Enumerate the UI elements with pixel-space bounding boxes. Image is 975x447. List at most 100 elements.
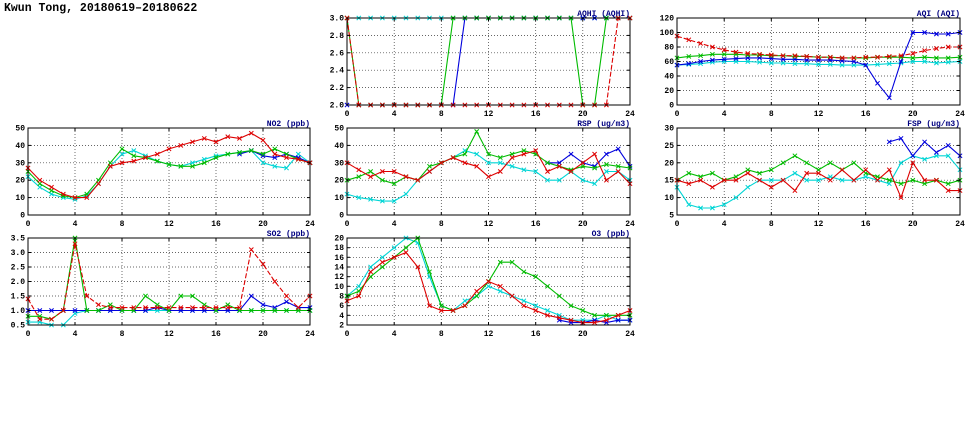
- axis-ticks: 0 4 8 12 16 20 24 0 10 20 30 40 50: [334, 125, 635, 230]
- y-tick-label: 20: [334, 177, 344, 186]
- plot-border: [346, 17, 631, 106]
- chart-title-o3: O3 (ppb): [592, 230, 630, 239]
- y-tick-label: 2.4: [330, 67, 345, 76]
- gridlines: [677, 128, 960, 215]
- chart-aqi: 0 4 8 12 16 20 24 0 20 40 60 80 100 120 AQI (AQI): [647, 8, 965, 127]
- x-tick-label: 20: [578, 220, 588, 229]
- x-tick-label: 16: [211, 330, 221, 339]
- chart-title-rsp: RSP (ug/m3): [577, 120, 630, 129]
- y-tick-label: 18: [334, 244, 344, 253]
- axis-ticks: 0 4 8 12 16 20 24 0 20 40 60 80 100 120: [660, 15, 965, 120]
- x-tick-label: 12: [814, 220, 824, 229]
- series-red-markers: [25, 130, 313, 201]
- x-tick-label: 4: [722, 110, 727, 119]
- axis-ticks: 0 4 8 12 16 20 24 0 10 20 30 40 50: [15, 125, 315, 230]
- y-tick-label: 4: [339, 312, 344, 321]
- y-tick-label: 1.5: [11, 293, 26, 302]
- x-tick-label: 12: [484, 330, 494, 339]
- y-tick-label: 50: [334, 125, 344, 134]
- series-blue-markers: [674, 30, 963, 101]
- page-title: Kwun Tong, 20180619–20180622: [4, 2, 198, 15]
- x-tick-label: 16: [531, 220, 541, 229]
- x-tick-label: 24: [625, 330, 635, 339]
- y-tick-label: 2.0: [330, 102, 345, 111]
- chart-so2-svg: 0 4 8 12 16 20 24 0.5 1.0 1.5 2.0 2.5 3.0 3.5 SO2 (ppb…: [11, 230, 315, 339]
- y-tick-label: 20: [664, 159, 674, 168]
- x-tick-label: 16: [531, 330, 541, 339]
- chart-o3: 0 4 8 12 16 20 24 2 4 6 8 10 12 14 16 18 20 O3 (ppb): [317, 228, 635, 347]
- chart-title-fsp: FSP (ug/m3): [907, 120, 960, 129]
- chart-so2: 0 4 8 12 16 20 24 0.5 1.0 1.5 2.0 2.5 3.0 3.5 SO2 (ppb…: [0, 228, 315, 347]
- y-tick-label: 40: [15, 142, 25, 151]
- y-tick-label: 80: [664, 44, 674, 53]
- x-tick-label: 4: [722, 220, 727, 229]
- x-tick-label: 12: [484, 110, 494, 119]
- x-tick-label: 8: [439, 220, 444, 229]
- series-cyan-markers: [344, 235, 633, 323]
- series-red-line: [346, 17, 630, 106]
- y-tick-label: 0.5: [11, 322, 26, 331]
- y-tick-label: 16: [334, 254, 344, 263]
- series-blue-line: [347, 17, 630, 106]
- y-tick-label: 2.2: [330, 84, 345, 93]
- x-tick-label: 0: [345, 330, 350, 339]
- x-tick-label: 16: [861, 220, 871, 229]
- x-tick-label: 0: [345, 110, 350, 119]
- y-tick-label: 30: [15, 159, 25, 168]
- y-tick-label: 60: [664, 58, 674, 67]
- y-tick-label: 14: [334, 264, 344, 273]
- chart-title-aqhi: AQHI (AQHI): [577, 10, 630, 19]
- chart-aqhi-svg: 0 4 8 12 16 20 24 2.0 2.2 2.4 2.6 2.8 3.0 AQHI (AQHI): [330, 10, 635, 120]
- chart-title-aqi: AQI (AQI): [917, 10, 960, 19]
- y-tick-label: 50: [15, 125, 25, 134]
- y-tick-label: 2.0: [11, 278, 26, 287]
- y-tick-label: 3.0: [330, 15, 345, 24]
- gridlines: [347, 18, 630, 105]
- x-tick-label: 12: [484, 220, 494, 229]
- x-tick-label: 24: [305, 220, 315, 229]
- x-tick-label: 4: [392, 220, 397, 229]
- series-green-markers: [674, 51, 963, 61]
- chart-title-no2: NO2 (ppb): [267, 120, 310, 129]
- x-tick-label: 0: [675, 220, 680, 229]
- x-tick-label: 20: [578, 330, 588, 339]
- x-tick-label: 24: [955, 220, 965, 229]
- gridlines: [28, 128, 310, 215]
- x-tick-label: 0: [26, 220, 31, 229]
- y-tick-label: 100: [660, 29, 675, 38]
- chart-no2-svg: 0 4 8 12 16 20 24 0 10 20 30 40 50 NO2 (ppb): [15, 120, 315, 230]
- x-tick-label: 4: [392, 110, 397, 119]
- y-tick-label: 3.5: [11, 235, 26, 244]
- y-tick-label: 20: [334, 235, 344, 244]
- series-green-line: [346, 130, 631, 185]
- x-tick-label: 24: [625, 220, 635, 229]
- y-tick-label: 0: [20, 212, 25, 221]
- x-tick-label: 16: [861, 110, 871, 119]
- y-tick-label: 25: [664, 142, 674, 151]
- y-tick-label: 0: [669, 102, 674, 111]
- chart-fsp-svg: 0 4 8 12 16 20 24 5 10 15 20 25 30 FSP (ug/m3): [664, 120, 965, 229]
- y-tick-label: 120: [660, 15, 675, 24]
- y-tick-label: 0: [339, 212, 344, 221]
- x-tick-label: 8: [769, 110, 774, 119]
- x-tick-label: 4: [392, 330, 397, 339]
- x-tick-label: 4: [73, 220, 78, 229]
- series-group: [25, 130, 313, 202]
- x-tick-label: 0: [26, 330, 31, 339]
- x-tick-label: 12: [164, 330, 174, 339]
- plot-border: [27, 127, 311, 216]
- x-tick-label: 20: [258, 330, 268, 339]
- y-tick-label: 10: [15, 194, 25, 203]
- x-tick-label: 24: [305, 330, 315, 339]
- chart-fsp: 0 4 8 12 16 20 24 5 10 15 20 25 30 FSP (ug/m3): [647, 118, 965, 237]
- y-tick-label: 1.0: [11, 307, 26, 316]
- y-tick-label: 5: [669, 212, 674, 221]
- y-tick-label: 40: [664, 73, 674, 82]
- gridlines: [677, 18, 960, 105]
- y-tick-label: 15: [664, 177, 674, 186]
- axis-ticks: 0 4 8 12 16 20 24 2.0 2.2 2.4 2.6 2.8 3.0: [330, 15, 635, 120]
- y-tick-label: 20: [664, 87, 674, 96]
- y-tick-label: 3.0: [11, 249, 26, 258]
